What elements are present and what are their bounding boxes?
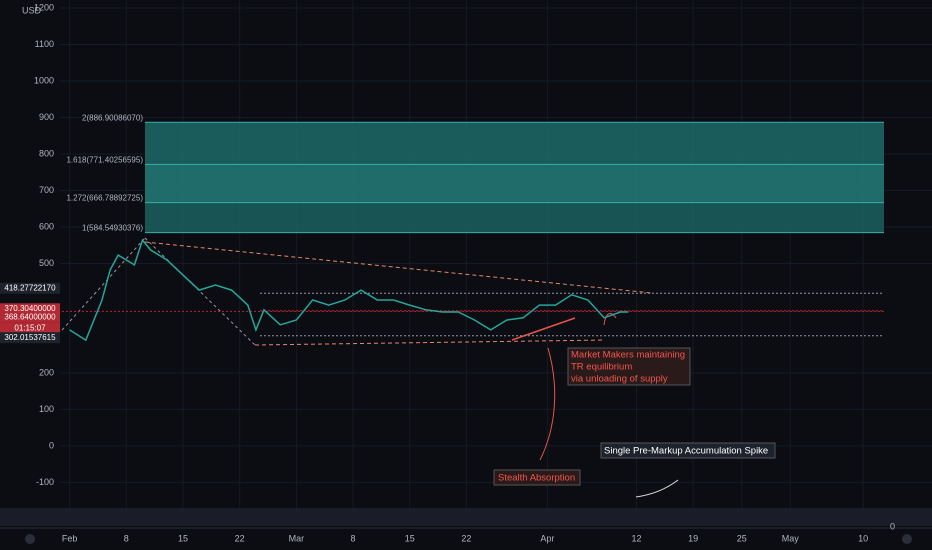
price-tag-label: 370.30400000 (4, 304, 56, 313)
x-tick-label: 12 (631, 533, 641, 543)
currency-label: USD (22, 5, 42, 15)
fib-label: 1.618(771.40256595) (66, 156, 143, 165)
price-tag-label: 368.64000000 (4, 313, 56, 322)
y-tick-label: 1000 (34, 75, 54, 85)
upper-trendline (144, 241, 653, 294)
y-tick-label: 900 (39, 112, 54, 122)
x-tick-label: 25 (737, 533, 747, 543)
x-tick-label: Apr (540, 533, 554, 543)
arrow (635, 479, 679, 498)
trend-leg (144, 237, 256, 346)
y-tick-label: 600 (39, 221, 54, 231)
y-tick-label: 1200 (34, 2, 54, 12)
annotation-text: via unloading of supply (571, 374, 668, 385)
fib-zone (145, 202, 884, 233)
volume-strip (0, 508, 932, 526)
annotation-text: Single Pre-Markup Accumulation Spike (604, 446, 768, 457)
x-tick-label: 15 (178, 533, 188, 543)
y-tick-label: 200 (39, 367, 54, 377)
zoom-button[interactable] (25, 534, 35, 544)
price-line (69, 238, 629, 342)
annotation-box (493, 469, 581, 486)
auto-scale-button[interactable] (902, 534, 912, 544)
x-tick-label: 22 (461, 533, 471, 543)
countdown-tag (0, 322, 60, 334)
y-tick-label: -100 (36, 477, 54, 487)
x-tick-label: 8 (351, 533, 356, 543)
annotation-text: Market Makers maintaining (571, 350, 685, 361)
x-tick-label: 8 (124, 533, 129, 543)
arrow (511, 317, 576, 341)
price-tag (0, 332, 60, 344)
fib-label: 2(886.90086070) (82, 113, 143, 122)
fib-zone (145, 164, 884, 203)
lower-trendline (254, 339, 606, 346)
volume-zero: 0 (890, 521, 895, 531)
x-tick-label: 10 (858, 533, 868, 543)
fib-label: 1(584.54930376) (82, 224, 143, 233)
x-tick-label: Mar (289, 533, 305, 543)
price-tag (0, 282, 60, 294)
trend-leg (61, 237, 146, 331)
arrow (603, 313, 617, 326)
price-tag-label: 302.01537615 (4, 333, 56, 342)
annotation-text: TR equilibrium (571, 362, 632, 373)
x-tick-label: 15 (405, 533, 415, 543)
x-tick-label: 22 (235, 533, 245, 543)
annotation-text: Stealth Absorption (498, 473, 575, 484)
x-tick-label: Feb (62, 533, 78, 543)
annotation-box (567, 347, 691, 386)
fib-zone (145, 122, 884, 165)
price-tag-label: 418.27722170 (4, 283, 56, 292)
x-tick-label: 19 (688, 533, 698, 543)
arrow (539, 347, 556, 461)
annotation-box (600, 442, 776, 459)
countdown: 01:15:07 (14, 324, 46, 333)
price-tag (0, 303, 60, 315)
y-tick-label: 700 (39, 185, 54, 195)
fib-label: 1.272(666.78892725) (66, 194, 143, 203)
y-tick-label: 500 (39, 258, 54, 268)
y-tick-label: 1100 (35, 39, 54, 49)
y-tick-label: 800 (39, 148, 54, 158)
x-tick-label: May (782, 533, 800, 543)
price-tag (0, 311, 60, 323)
y-tick-label: 100 (39, 404, 54, 414)
y-tick-label: 0 (49, 440, 54, 450)
